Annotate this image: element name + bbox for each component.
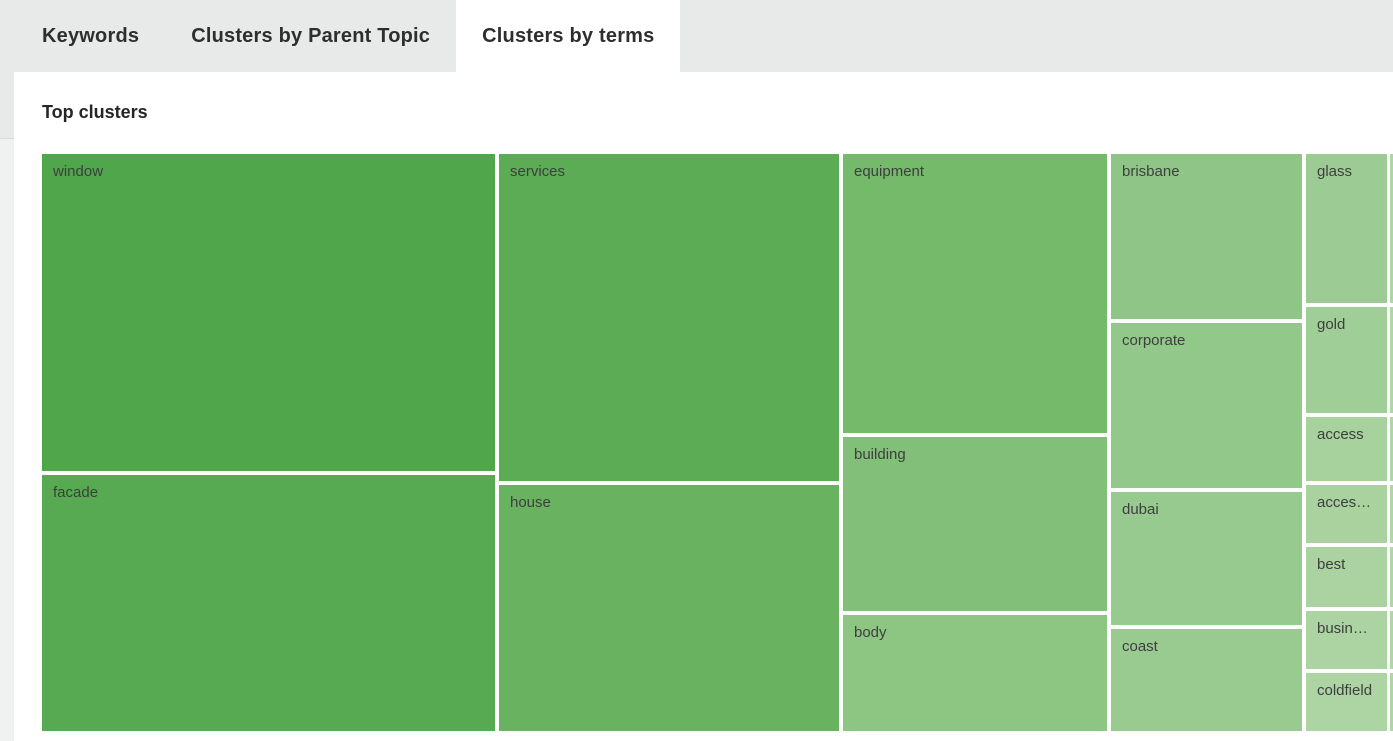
treemap-cell-facade[interactable]: facade bbox=[42, 475, 495, 731]
tab-clusters-by-parent-topic[interactable]: Clusters by Parent Topic bbox=[191, 24, 431, 47]
treemap-cell-window[interactable]: window bbox=[42, 154, 495, 471]
treemap-cell-partial[interactable] bbox=[1390, 307, 1393, 413]
panel-title: Top clusters bbox=[42, 102, 148, 122]
treemap-cell-label: equipment bbox=[854, 163, 925, 180]
content-card: Top clusters window facade services house eq… bbox=[14, 72, 1393, 741]
tab-keywords[interactable]: Keywords bbox=[42, 24, 140, 47]
treemap-cell-label: dubai bbox=[1122, 501, 1159, 518]
treemap-cell-coast[interactable]: coast bbox=[1111, 629, 1302, 731]
treemap-cell-brisbane[interactable]: brisbane bbox=[1111, 154, 1302, 319]
treemap-cell-building[interactable]: building bbox=[843, 437, 1107, 611]
treemap-cell-label: services bbox=[510, 163, 566, 180]
treemap-cell-label: acces… bbox=[1317, 494, 1372, 511]
treemap: window facade services house equipment buildi… bbox=[42, 154, 1393, 731]
treemap-cell-partial[interactable] bbox=[1390, 154, 1393, 303]
tab-clusters-by-terms[interactable]: Clusters by terms bbox=[456, 0, 681, 72]
treemap-cell-gold[interactable]: gold bbox=[1306, 307, 1387, 413]
treemap-cell-partial[interactable] bbox=[1390, 611, 1393, 669]
treemap-cell-corporate[interactable]: corporate bbox=[1111, 323, 1302, 488]
treemap-cell-label: brisbane bbox=[1122, 163, 1180, 180]
treemap-cell-label: window bbox=[53, 163, 104, 180]
treemap-cell-partial[interactable] bbox=[1390, 673, 1393, 731]
tab-bar: Keywords Clusters by Parent Topic Cluste… bbox=[0, 0, 1393, 72]
treemap-cell-label: coast bbox=[1122, 638, 1158, 655]
treemap-cell-partial[interactable] bbox=[1390, 417, 1393, 481]
treemap-cell-best[interactable]: best bbox=[1306, 547, 1387, 607]
treemap-cell-access[interactable]: access bbox=[1306, 417, 1387, 481]
treemap-cell-label: house bbox=[510, 494, 551, 511]
treemap-cell-dubai[interactable]: dubai bbox=[1111, 492, 1302, 625]
treemap-cell-equipment[interactable]: equipment bbox=[843, 154, 1107, 433]
treemap-cell-body[interactable]: body bbox=[843, 615, 1107, 731]
treemap-cell-label: building bbox=[854, 446, 906, 463]
treemap-cell-label: access bbox=[1317, 426, 1364, 443]
treemap-cell-label: busin… bbox=[1317, 620, 1368, 637]
treemap-cell-partial[interactable] bbox=[1390, 485, 1393, 543]
treemap-cell-label: facade bbox=[53, 484, 99, 501]
treemap-cell-coldfield[interactable]: coldfield bbox=[1306, 673, 1387, 731]
treemap-cell-label: body bbox=[854, 624, 887, 641]
treemap-cell-acces[interactable]: acces… bbox=[1306, 485, 1387, 543]
treemap-cell-label: glass bbox=[1317, 163, 1353, 180]
treemap-cell-label: best bbox=[1317, 556, 1346, 573]
treemap-cell-glass[interactable]: glass bbox=[1306, 154, 1387, 303]
treemap-cell-partial[interactable] bbox=[1390, 547, 1393, 607]
treemap-cell-label: gold bbox=[1317, 316, 1346, 333]
treemap-cell-house[interactable]: house bbox=[499, 485, 839, 731]
treemap-cell-label: corporate bbox=[1122, 332, 1186, 349]
treemap-cell-services[interactable]: services bbox=[499, 154, 839, 481]
treemap-cell-label: coldfield bbox=[1317, 682, 1373, 699]
treemap-cell-busin[interactable]: busin… bbox=[1306, 611, 1387, 669]
